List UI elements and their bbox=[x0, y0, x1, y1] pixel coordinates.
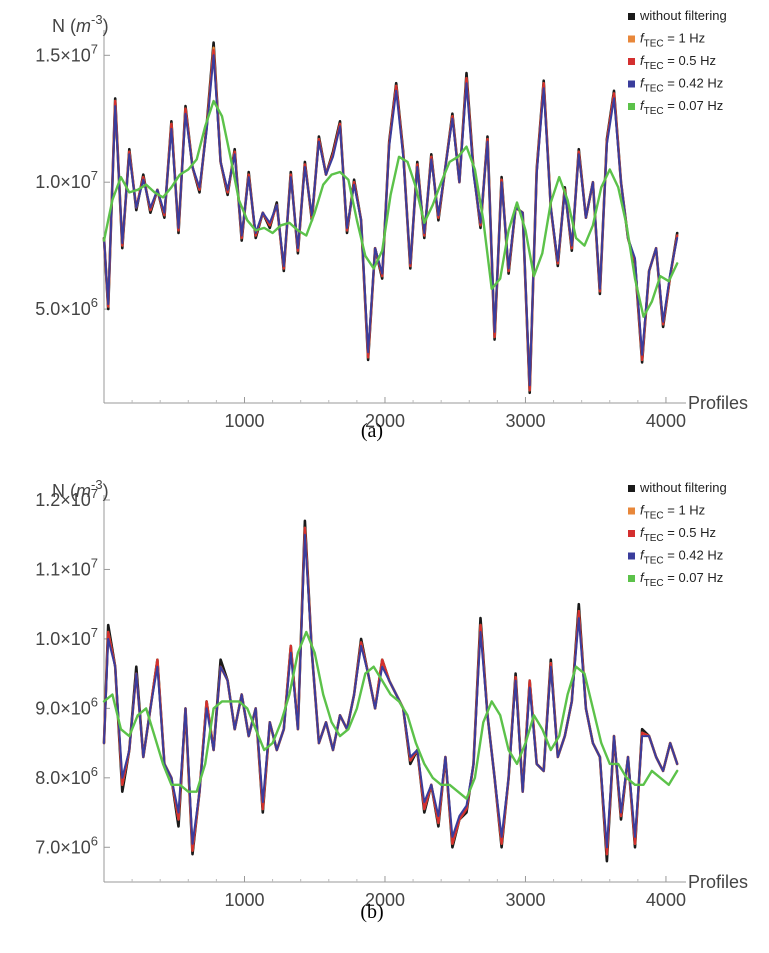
legend-swatch bbox=[628, 485, 635, 492]
legend-label: fTEC = 0.5 Hz bbox=[640, 53, 716, 72]
legend-swatch bbox=[628, 575, 635, 582]
legend-label: fTEC = 1 Hz bbox=[640, 31, 705, 50]
x-tick-label: 3000 bbox=[505, 411, 545, 431]
panel-caption: (b) bbox=[360, 901, 383, 923]
x-tick-label: 1000 bbox=[224, 890, 264, 910]
legend-label: fTEC = 0.07 Hz bbox=[640, 98, 723, 117]
series-line-0 bbox=[102, 41, 679, 395]
legend-label: without filtering bbox=[639, 8, 727, 23]
chart-panel-a: 1000 2000 3000 4000 5.0×106 1.0×107 1.5×107 N (… bbox=[35, 8, 748, 442]
x-axis-label: Profiles bbox=[688, 393, 748, 413]
legend-swatch bbox=[628, 13, 635, 20]
y-tick-label: 8.0×106 bbox=[35, 764, 98, 788]
series-line-4 bbox=[102, 99, 679, 318]
legend-label: fTEC = 0.07 Hz bbox=[640, 570, 723, 589]
y-tick-label: 7.0×106 bbox=[35, 833, 98, 857]
y-tick-label: 1.5×107 bbox=[35, 41, 98, 65]
y-axis-label: N (m-3) bbox=[52, 477, 109, 501]
y-tick-label: 1.1×107 bbox=[35, 555, 98, 579]
series-line-1 bbox=[102, 46, 679, 392]
legend-label: fTEC = 1 Hz bbox=[640, 503, 705, 522]
y-tick-label: 5.0×106 bbox=[35, 295, 98, 319]
legend-swatch bbox=[628, 530, 635, 537]
x-tick-label: 1000 bbox=[224, 411, 264, 431]
x-tick-label: 2000 bbox=[365, 890, 405, 910]
legend-swatch bbox=[628, 103, 635, 110]
x-tick-label: 4000 bbox=[646, 890, 686, 910]
y-axis-label: N (m-3) bbox=[52, 12, 109, 36]
x-tick-label: 4000 bbox=[646, 411, 686, 431]
legend-swatch bbox=[628, 552, 635, 560]
legend-label: fTEC = 0.5 Hz bbox=[640, 525, 716, 544]
y-tick-label: 1.2×107 bbox=[35, 486, 98, 510]
series-line-3 bbox=[103, 533, 679, 849]
legend-swatch bbox=[628, 507, 635, 515]
series-line-4 bbox=[102, 630, 679, 800]
legend-swatch bbox=[628, 58, 635, 65]
series-line-3 bbox=[103, 54, 679, 387]
legend-swatch bbox=[628, 80, 635, 88]
x-axis-label: Profiles bbox=[688, 872, 748, 892]
legend-label: fTEC = 0.42 Hz bbox=[640, 548, 723, 567]
x-tick-label: 3000 bbox=[505, 890, 545, 910]
chart-panel-b: 1000 2000 3000 4000 7.0×106 8.0×106 9.0×106 1.0… bbox=[35, 477, 748, 923]
panel-caption: (a) bbox=[361, 420, 383, 442]
legend-label: fTEC = 0.42 Hz bbox=[640, 76, 723, 95]
y-tick-label: 1.0×107 bbox=[35, 168, 98, 192]
x-tick-label: 2000 bbox=[365, 411, 405, 431]
y-tick-label: 1.0×107 bbox=[35, 625, 98, 649]
legend-label: without filtering bbox=[639, 480, 727, 495]
legend-swatch bbox=[628, 35, 635, 43]
y-tick-label: 9.0×106 bbox=[35, 694, 98, 718]
series-line-2 bbox=[102, 49, 679, 392]
